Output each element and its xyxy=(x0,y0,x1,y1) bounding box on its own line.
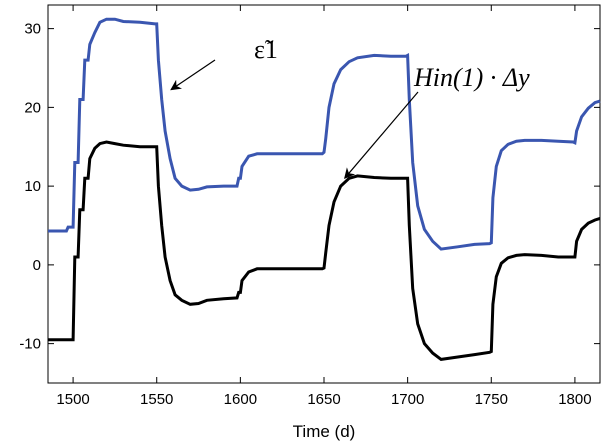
series-line-1 xyxy=(48,17,601,251)
x-tick-label: 1800 xyxy=(558,391,591,408)
series-lines xyxy=(48,17,601,361)
y-axis-ticks: 30 20 10 0 -10 xyxy=(19,21,600,353)
annotation-arrow-1 xyxy=(170,59,216,91)
annotation-arrow-2 xyxy=(344,91,419,180)
y-tick-label: 20 xyxy=(24,99,41,116)
series-line-2 xyxy=(48,140,601,361)
annotation-label-2: Hin(1) · Δy xyxy=(413,63,530,92)
x-tick-label: 1600 xyxy=(224,391,257,408)
y-tick-label: 10 xyxy=(24,178,41,195)
x-tick-label: 1700 xyxy=(391,391,424,408)
plot-area xyxy=(47,4,601,384)
x-axis-ticks: 1500 1550 1600 1650 1700 1750 1800 xyxy=(56,5,592,408)
x-axis-label: Time (d) xyxy=(293,422,356,441)
annotation-label-1: ε̃1 xyxy=(254,35,278,64)
y-tick-label: -10 xyxy=(19,336,41,353)
x-tick-label: 1750 xyxy=(475,391,508,408)
annotations: ε̃1 Hin(1) · Δy xyxy=(170,35,530,180)
x-tick-label: 1500 xyxy=(56,391,89,408)
x-tick-label: 1550 xyxy=(140,391,173,408)
y-tick-label: 0 xyxy=(33,257,41,274)
x-tick-label: 1650 xyxy=(307,391,340,408)
y-tick-label: 30 xyxy=(24,21,41,38)
